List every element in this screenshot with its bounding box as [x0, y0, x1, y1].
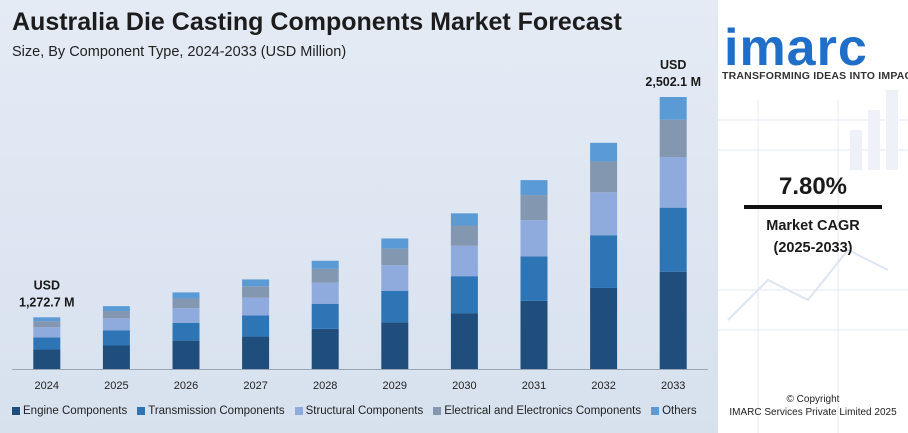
bar-segment-2032-2	[590, 192, 618, 236]
bar-segment-2027-3	[242, 286, 270, 298]
bar-segment-2031-3	[520, 195, 548, 221]
x-tick-label: 2026	[174, 380, 198, 392]
data-label: USD	[660, 58, 686, 72]
bar-segment-2024-3	[33, 321, 61, 328]
bar-segment-2026-2	[172, 308, 200, 323]
chart-subtitle: Size, By Component Type, 2024-2033 (USD …	[12, 44, 347, 60]
bar-segment-2033-0	[659, 271, 687, 369]
x-tick-label: 2032	[591, 380, 615, 392]
x-tick-label: 2024	[35, 380, 59, 392]
bar-chart: 2024 2025 2026 2027 2028 2029 2030 2031 2032 2033…	[12, 58, 708, 392]
copyright-line-2: IMARC Services Private Limited 2025	[729, 407, 897, 418]
cagr-range: (2025-2033)	[773, 240, 853, 256]
sidebar-panel: imarc TRANSFORMING IDEAS INTO IMPACT 7.8…	[718, 0, 908, 433]
bar-segment-2031-1	[520, 256, 548, 301]
data-label: 1,272.7 M	[19, 295, 75, 309]
bar-segment-2032-4	[590, 142, 618, 162]
bar-segment-2032-0	[590, 287, 618, 369]
bar-segment-2033-4	[659, 97, 687, 120]
x-tick-label: 2027	[243, 380, 267, 392]
legend-item: Electrical and Electronics Components	[433, 405, 641, 417]
background-pattern	[718, 90, 908, 433]
copyright: © Copyright IMARC Services Private Limit…	[718, 393, 908, 419]
bar-segment-2029-2	[381, 265, 409, 291]
chart-panel: Australia Die Casting Components Market …	[0, 0, 718, 433]
bar-segment-2026-3	[172, 298, 200, 309]
bar-segment-2028-2	[311, 282, 339, 304]
x-tick-label: 2030	[452, 380, 476, 392]
legend-label: Structural Components	[305, 405, 424, 417]
bar-segment-2024-4	[33, 317, 61, 322]
bar-segment-2029-3	[381, 248, 409, 266]
bar-segment-2027-1	[242, 315, 270, 337]
bar-segment-2033-2	[659, 156, 687, 208]
x-tick-label: 2028	[313, 380, 337, 392]
bar-segment-2024-1	[33, 337, 61, 350]
bar-segment-2027-4	[242, 279, 270, 287]
bar-segment-2027-2	[242, 297, 270, 316]
legend-label: Electrical and Electronics Components	[444, 405, 642, 417]
imarc-logo: imarc	[724, 19, 868, 77]
cagr-value: 7.80%	[778, 173, 848, 200]
bar-segment-2031-0	[520, 300, 548, 369]
bar-segment-2024-2	[33, 327, 61, 338]
bar-segment-2031-2	[520, 220, 548, 257]
bar-segment-2030-1	[450, 276, 478, 314]
bar-segment-2029-0	[381, 322, 409, 369]
legend-item: Others	[651, 405, 697, 417]
chart-legend: Engine Components Transmission Components…	[12, 405, 697, 417]
x-tick-label: 2029	[383, 380, 407, 392]
cagr-label: Market CAGR	[766, 218, 860, 234]
bar-segment-2028-1	[311, 303, 339, 329]
bar-segment-2030-0	[450, 313, 478, 369]
bar-segment-2032-3	[590, 161, 618, 193]
bar-segment-2031-4	[520, 180, 548, 196]
data-label: USD	[34, 278, 60, 292]
bar-segment-2026-1	[172, 322, 200, 341]
copyright-line-1: © Copyright	[786, 394, 840, 405]
bar-segment-2025-4	[102, 306, 130, 312]
bar-segment-2028-3	[311, 268, 339, 283]
legend-label: Transmission Components	[148, 405, 285, 417]
bar-segment-2033-1	[659, 207, 687, 272]
bar-segment-2026-0	[172, 340, 200, 369]
bar-segment-2024-0	[33, 349, 61, 369]
legend-swatch	[433, 407, 442, 415]
bar-segment-2030-4	[450, 213, 478, 226]
bar-segment-2025-2	[102, 318, 130, 331]
legend-swatch	[651, 407, 660, 415]
legend-swatch	[12, 407, 20, 415]
x-tick-label: 2031	[522, 380, 546, 392]
legend-item: Transmission Components	[137, 405, 285, 417]
bar-segment-2028-0	[311, 328, 339, 369]
bar-segment-2030-3	[450, 225, 478, 246]
x-tick-label: 2033	[661, 380, 685, 392]
bar-segment-2026-4	[172, 292, 200, 299]
legend-label: Others	[662, 405, 697, 417]
bar-segment-2025-0	[102, 345, 130, 369]
chart-title: Australia Die Casting Components Market …	[12, 8, 622, 36]
data-label: 2,502.1 M	[645, 75, 701, 89]
bar-segment-2032-1	[590, 235, 618, 288]
bar-segment-2028-4	[311, 260, 339, 269]
legend-swatch	[137, 407, 146, 415]
bar-segment-2025-1	[102, 330, 130, 346]
bar-segment-2029-4	[381, 238, 409, 249]
legend-item: Engine Components	[12, 405, 127, 417]
bar-segment-2033-3	[659, 119, 687, 157]
x-tick-label: 2025	[104, 380, 128, 392]
bar-segment-2029-1	[381, 290, 409, 323]
legend-label: Engine Components	[23, 405, 128, 417]
bar-segment-2030-2	[450, 245, 478, 277]
legend-item: Structural Components	[294, 405, 424, 417]
bar-segment-2027-0	[242, 336, 270, 369]
logo-tagline: TRANSFORMING IDEAS INTO IMPACT	[722, 70, 908, 82]
legend-swatch	[294, 407, 303, 415]
cagr-divider	[744, 205, 882, 209]
bar-segment-2025-3	[102, 311, 130, 319]
